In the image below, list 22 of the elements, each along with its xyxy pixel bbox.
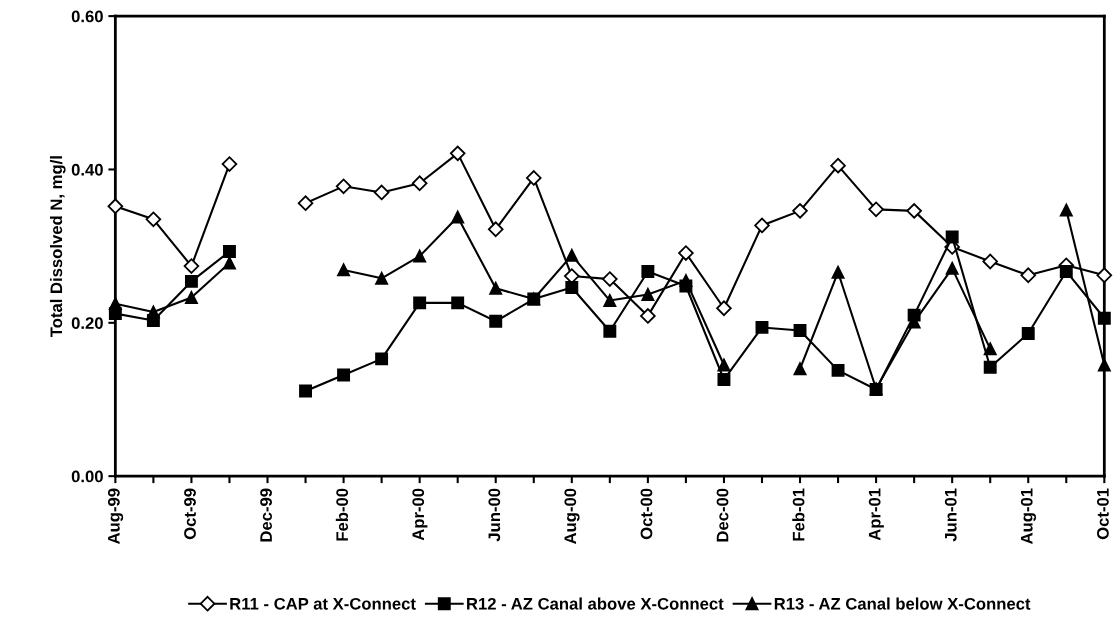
y-tick-label: 0.40 xyxy=(71,163,103,176)
legend-label: R13 - AZ Canal below X-Connect xyxy=(774,597,1031,610)
x-tick-label: Jun-01 xyxy=(944,488,957,542)
x-tick-label: Feb-01 xyxy=(792,488,805,541)
x-tick-label: Jun-00 xyxy=(488,488,501,542)
x-tick-label: Feb-00 xyxy=(335,488,349,541)
y-tick-label: 0.00 xyxy=(71,470,103,483)
x-tick-label: Dec-99 xyxy=(260,488,272,542)
x-tick-label: Dec-00 xyxy=(716,488,729,542)
x-tick-label: Apr-00 xyxy=(412,488,428,541)
x-tick-label: Aug-99 xyxy=(107,488,124,545)
y-axis-title: Total Dissolved N, mg/l xyxy=(49,156,66,338)
y-tick-label: 0.60 xyxy=(71,10,103,23)
x-tick-label: Oct-99 xyxy=(184,488,196,540)
legend-label: R11 - CAP at X-Connect xyxy=(230,597,416,610)
x-tick-label: Aug-00 xyxy=(564,488,580,545)
x-tick-label: Oct-00 xyxy=(640,488,653,540)
x-tick-label: Oct-01 xyxy=(1096,488,1109,540)
y-tick-label: 0.20 xyxy=(71,317,103,330)
x-tick-label: Aug-01 xyxy=(1020,488,1037,545)
legend-label: R12 - AZ Canal above X-Connect xyxy=(467,597,724,610)
x-tick-label: Apr-01 xyxy=(868,488,884,541)
